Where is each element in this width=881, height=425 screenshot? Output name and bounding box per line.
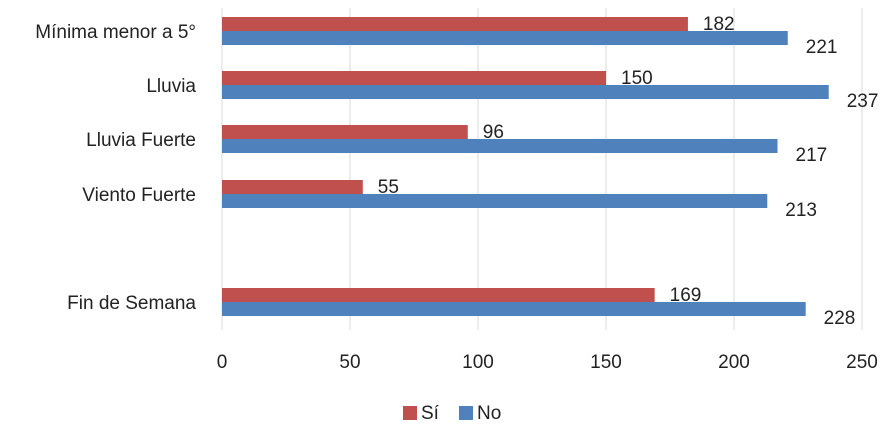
bar-no (222, 85, 829, 99)
bar-si (222, 288, 655, 302)
gridlines (221, 8, 863, 330)
data-labels: 182 150 96 55 169 221 237 217 213 228 (378, 14, 879, 329)
data-label: 221 (806, 37, 838, 58)
x-tick-label: 250 (846, 352, 878, 373)
legend: Sí No (403, 403, 501, 424)
legend-swatch (459, 406, 473, 420)
bar-si (222, 180, 363, 194)
data-label: 237 (847, 91, 879, 112)
bar-no (222, 139, 778, 153)
data-label: 182 (703, 14, 735, 35)
bar-si (222, 125, 468, 139)
bar-no (222, 194, 768, 208)
legend-label: Sí (421, 403, 440, 424)
category-labels: Mínima menor a 5° Lluvia Lluvia Fuerte Vien… (35, 22, 196, 314)
bar-no (222, 302, 806, 316)
bars (222, 17, 829, 316)
x-tick-label: 100 (462, 352, 494, 373)
data-label: 217 (796, 145, 828, 166)
data-label: 96 (483, 122, 504, 143)
x-tick-label: 200 (718, 352, 750, 373)
data-label: 169 (670, 285, 702, 306)
category-label: Lluvia Fuerte (86, 130, 196, 151)
x-tick-label: 50 (339, 352, 360, 373)
bar-si (222, 17, 688, 31)
category-label: Fin de Semana (67, 293, 196, 314)
data-label: 150 (621, 68, 653, 89)
legend-swatch (403, 406, 417, 420)
bar-si (222, 71, 606, 85)
category-label: Lluvia (146, 76, 196, 97)
category-label: Viento Fuerte (82, 185, 196, 206)
data-label: 228 (824, 308, 856, 329)
data-label: 55 (378, 177, 399, 198)
data-label: 213 (785, 200, 817, 221)
bar-no (222, 31, 788, 45)
x-tick-label: 150 (590, 352, 622, 373)
legend-label: No (477, 403, 501, 424)
x-axis-tick-labels: 0 50 100 150 200 250 (217, 352, 878, 373)
x-tick-label: 0 (217, 352, 228, 373)
category-label: Mínima menor a 5° (35, 22, 196, 43)
